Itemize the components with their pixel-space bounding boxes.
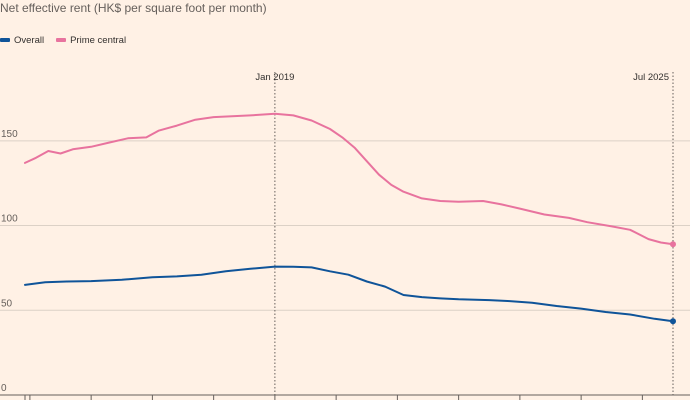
y-tick-label: 150 <box>1 129 18 140</box>
y-tick-label: 100 <box>1 214 18 225</box>
y-tick-label: 0 <box>1 383 7 394</box>
legend-label-prime-central: Prime central <box>70 34 127 46</box>
chart-subtitle: Net effective rent (HK$ per square foot … <box>0 1 267 15</box>
y-tick-label: 50 <box>1 298 13 309</box>
series-line-prime-central <box>24 112 674 246</box>
series-endpoint-overall <box>670 318 676 325</box>
series-line-overall <box>24 265 674 323</box>
annotation-label: Jan 2019 <box>255 72 294 83</box>
legend-item-prime-central: Prime central <box>56 35 126 46</box>
legend-label-overall: Overall <box>14 34 45 46</box>
chart-legend: Overall Prime central <box>0 33 126 47</box>
legend-item-overall: Overall <box>0 35 44 46</box>
legend-swatch-prime-central <box>56 38 67 42</box>
legend-swatch-overall <box>0 38 10 42</box>
annotation-label: Jul 2025 <box>633 72 669 83</box>
series-endpoint-prime-central <box>670 241 676 248</box>
